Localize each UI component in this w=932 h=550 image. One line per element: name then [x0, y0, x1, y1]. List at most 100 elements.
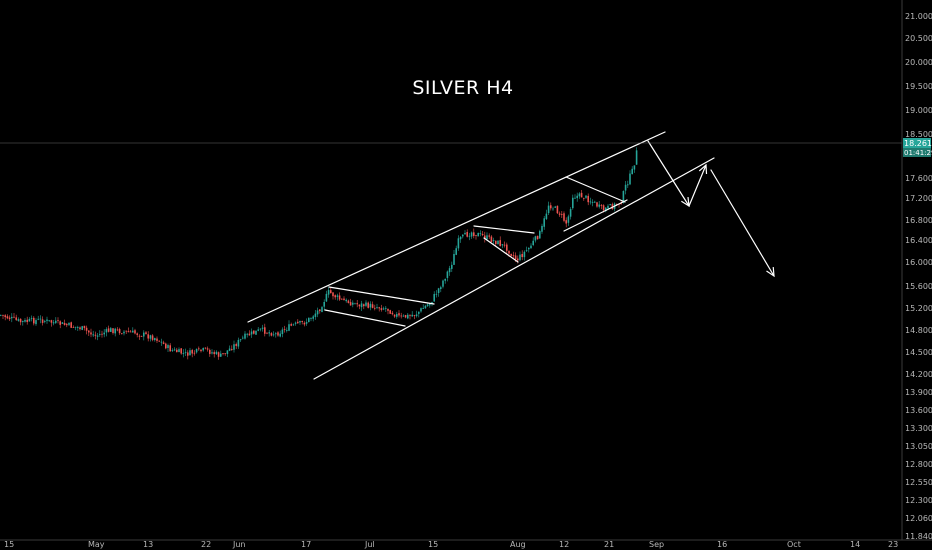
- candle-body: [143, 332, 145, 337]
- candle-body: [279, 333, 281, 337]
- candle-body: [0, 314, 2, 316]
- candle-body: [622, 191, 625, 203]
- candle-body: [382, 308, 385, 310]
- candle-body: [277, 332, 279, 336]
- price-tick-label: 19.500: [905, 82, 932, 91]
- time-tick-label: Oct: [787, 540, 801, 549]
- candle-body: [512, 255, 515, 257]
- candle-body: [486, 235, 488, 240]
- candle-body: [145, 332, 147, 335]
- candle-body: [576, 195, 578, 199]
- candle-body: [442, 280, 444, 287]
- flag1-lower-line[interactable]: [324, 309, 406, 327]
- candle-body: [455, 248, 457, 255]
- candle-body: [464, 232, 466, 235]
- time-tick-label: 22: [201, 540, 211, 549]
- time-axis[interactable]: 15 May 13 22 Jun 17 Jul 15 Aug 12 21 Sep 16 Oct 14 23: [0, 539, 932, 549]
- arrowhead-up: [698, 163, 708, 175]
- candle-body: [15, 317, 17, 320]
- price-tick-label: 16.000: [905, 258, 932, 267]
- candle-body: [187, 352, 189, 356]
- candle-body: [356, 303, 358, 305]
- candle-body: [398, 313, 400, 316]
- candle-body: [44, 321, 46, 322]
- candle-body: [114, 328, 116, 334]
- candle-body: [554, 206, 556, 208]
- candle-body: [607, 205, 609, 209]
- candle-body: [127, 331, 130, 333]
- candle-body: [550, 205, 552, 209]
- flag2-lower-line[interactable]: [483, 237, 519, 263]
- candle-body: [543, 218, 545, 227]
- projection-up[interactable]: [688, 164, 707, 207]
- candle-body: [180, 348, 182, 354]
- candle-body: [217, 352, 220, 357]
- candle-body: [589, 201, 592, 203]
- candle-body: [206, 348, 209, 350]
- triangle-lower-line[interactable]: [563, 199, 628, 232]
- candle-body: [110, 328, 112, 332]
- candle-body: [490, 236, 493, 243]
- candle-body: [176, 349, 178, 353]
- price-tick-label: 20.500: [905, 34, 932, 43]
- candle-body: [420, 308, 422, 312]
- candle-body: [4, 315, 6, 318]
- candle-body: [107, 328, 110, 332]
- candle-body: [446, 271, 449, 278]
- candle-body: [391, 312, 394, 315]
- candle-body: [451, 264, 453, 269]
- candle-body: [409, 315, 411, 317]
- candle-body: [605, 207, 607, 212]
- flag1-upper-line[interactable]: [328, 286, 435, 305]
- price-axis[interactable]: 21.000 20.500 20.000 19.500 19.000 18.500 17.6…: [901, 0, 932, 541]
- candle-body: [24, 320, 26, 322]
- channel-upper-line[interactable]: [247, 131, 666, 323]
- candle-body: [83, 325, 86, 329]
- channel-lower-line[interactable]: [313, 157, 715, 380]
- candle-body: [488, 235, 490, 237]
- candle-body: [105, 329, 108, 333]
- candle-body: [261, 327, 264, 329]
- candle-body: [363, 304, 365, 307]
- time-tick-label: 23: [888, 540, 898, 549]
- candle-body: [424, 305, 427, 309]
- candle-body: [457, 238, 460, 249]
- triangle-upper-line[interactable]: [565, 176, 626, 203]
- candle-body: [440, 287, 442, 289]
- candle-body: [200, 349, 202, 352]
- candle-body: [275, 333, 277, 335]
- price-tick-label: 19.000: [905, 106, 932, 115]
- candle-body: [6, 316, 9, 319]
- candle-body: [358, 304, 361, 307]
- candle-body: [330, 290, 332, 294]
- price-tick-label: 15.200: [905, 304, 932, 313]
- candle-body: [523, 251, 526, 258]
- candle-body: [213, 352, 215, 355]
- candle-body: [413, 315, 416, 316]
- candle-body: [444, 278, 446, 281]
- price-tick-label: 17.200: [905, 194, 932, 203]
- candle-body: [308, 317, 310, 323]
- candle-body: [30, 318, 33, 320]
- candle-body: [347, 300, 350, 303]
- candle-body: [290, 324, 292, 326]
- chart-title: SILVER H4: [412, 77, 513, 99]
- candle-body: [184, 351, 187, 353]
- candle-body: [149, 335, 152, 339]
- candle-body: [156, 338, 158, 341]
- flag2-upper-line[interactable]: [473, 225, 535, 234]
- candle-body: [545, 213, 548, 219]
- candle-body: [517, 258, 519, 261]
- candle-body: [272, 334, 275, 336]
- candle-body: [609, 204, 611, 206]
- projection-down-2[interactable]: [710, 169, 775, 277]
- candle-body: [77, 327, 79, 328]
- drawings-layer: [247, 131, 775, 380]
- candle-body: [495, 240, 497, 245]
- candle-body: [66, 324, 68, 326]
- candle-body: [583, 197, 585, 199]
- projection-down-1[interactable]: [647, 140, 690, 207]
- time-tick-label: 15: [4, 540, 14, 549]
- candle-body: [151, 335, 154, 340]
